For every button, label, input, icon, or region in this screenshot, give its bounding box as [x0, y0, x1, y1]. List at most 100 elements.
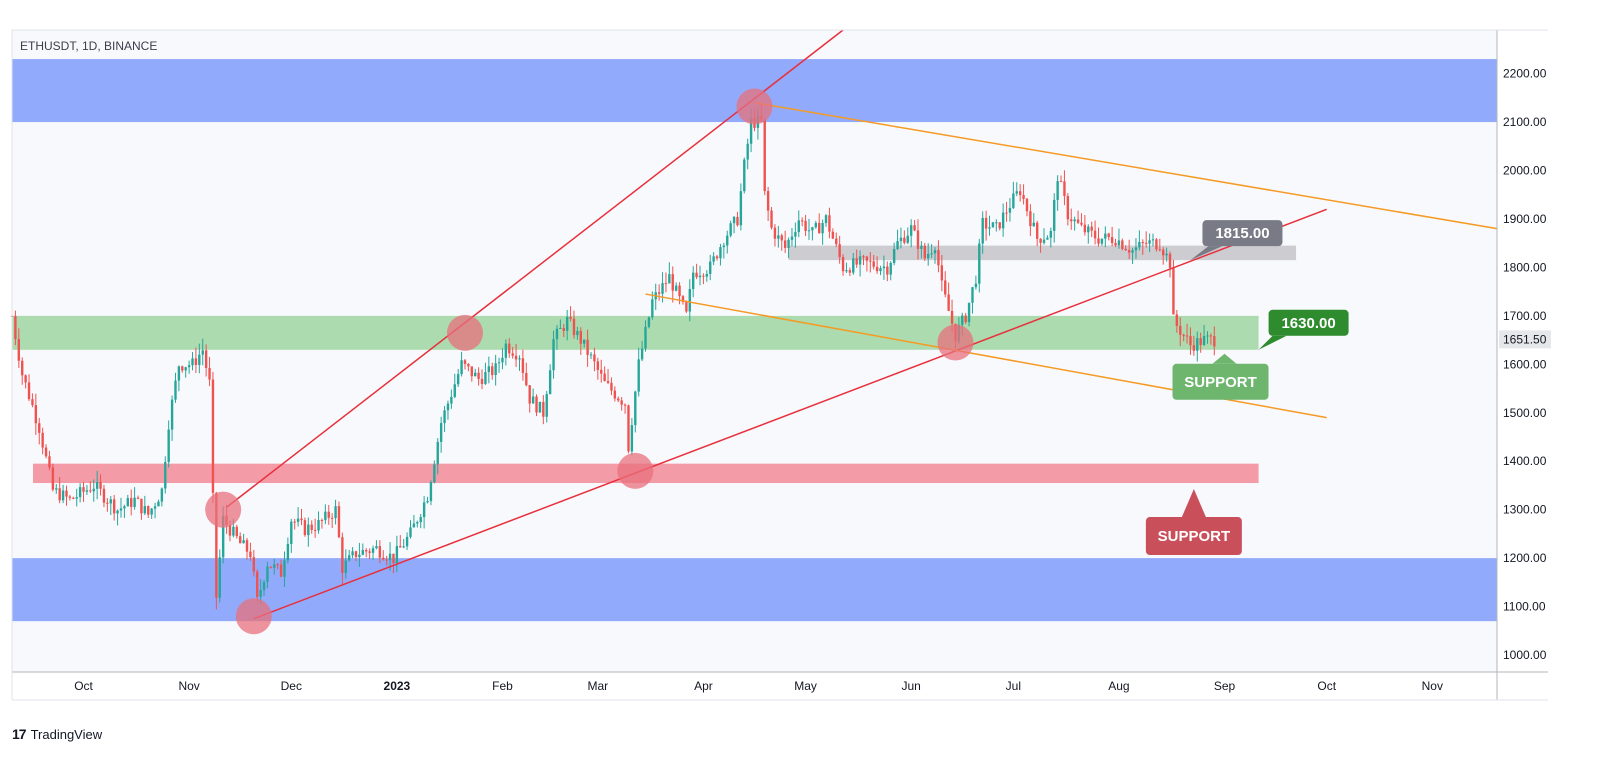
touch-point-marker	[205, 491, 242, 528]
candle-body	[1110, 237, 1114, 243]
candle-body	[1100, 238, 1104, 244]
candle-body	[307, 524, 310, 536]
candle-body	[518, 358, 521, 360]
candle-body	[777, 235, 780, 239]
candle-body	[1080, 222, 1083, 225]
candle-body	[944, 280, 947, 295]
touch-point-marker	[617, 452, 654, 489]
candle-body	[187, 365, 191, 368]
candle-body	[249, 551, 252, 558]
candle-body	[439, 423, 443, 442]
candle-body	[589, 354, 593, 356]
candle-body	[698, 275, 702, 278]
candle-body	[194, 358, 198, 365]
callout-label: 1815.00	[1215, 225, 1269, 242]
touch-point-marker	[736, 88, 773, 125]
footer: 17 TradingView	[12, 726, 102, 742]
candle-body	[1049, 230, 1053, 238]
candle-body	[903, 237, 906, 243]
candle-body	[198, 354, 201, 365]
candle-body	[123, 506, 126, 509]
candle-body	[562, 327, 565, 331]
candle-body	[337, 506, 341, 538]
x-tick-label: Mar	[587, 679, 608, 693]
candle-body	[1059, 181, 1063, 183]
candle-body	[177, 366, 181, 381]
candle-body	[729, 223, 732, 236]
candle-body	[627, 405, 630, 452]
tradingview-logo-icon[interactable]: 17	[12, 726, 27, 742]
candle-body	[184, 367, 187, 371]
y-tick-label: 1100.00	[1503, 600, 1546, 614]
touch-point-marker	[235, 598, 272, 635]
candle-body	[61, 490, 65, 501]
candle-body	[55, 488, 58, 490]
candle-body	[882, 266, 886, 269]
candle-body	[739, 191, 743, 226]
candle-body	[1124, 248, 1127, 251]
candle-body	[538, 401, 542, 413]
candle-body	[899, 237, 903, 242]
candle-body	[841, 257, 845, 272]
candle-body	[1005, 212, 1008, 214]
brand-name[interactable]: TradingView	[30, 726, 103, 742]
candle-body	[395, 546, 399, 563]
candle-body	[491, 366, 494, 376]
candle-body	[787, 239, 790, 248]
x-tick-label: May	[794, 679, 817, 693]
candle-body	[940, 265, 944, 281]
candle-body	[102, 488, 106, 503]
candle-body	[38, 423, 41, 433]
candle-body	[651, 299, 654, 318]
candle-body	[303, 520, 307, 536]
candle-body	[790, 236, 794, 240]
candle-body	[998, 222, 1001, 229]
candle-body	[399, 546, 402, 548]
candle-body	[1063, 181, 1066, 197]
candle-body	[1035, 222, 1039, 239]
candle-body	[436, 441, 439, 465]
y-tick-label: 1500.00	[1503, 406, 1547, 420]
candle-body	[487, 366, 491, 373]
candle-body	[456, 374, 460, 385]
candle-body	[218, 557, 221, 598]
candle-body	[330, 517, 334, 519]
candle-body	[858, 256, 862, 265]
candle-body	[1121, 240, 1124, 249]
candle-body	[797, 220, 800, 233]
candle-body	[1022, 195, 1025, 199]
candle-body	[354, 551, 358, 558]
candle-body	[889, 262, 892, 275]
candle-body	[85, 490, 89, 492]
candle-body	[743, 159, 746, 192]
candle-body	[995, 222, 998, 224]
candle-body	[1182, 334, 1185, 336]
candle-body	[623, 404, 627, 406]
candle-body	[242, 540, 245, 544]
x-tick-label: Aug	[1108, 679, 1129, 693]
candle-body	[1056, 181, 1059, 200]
y-tick-label: 1000.00	[1503, 648, 1547, 662]
candle-body	[310, 524, 313, 530]
candle-body	[603, 373, 606, 381]
candle-body	[691, 272, 695, 290]
candle-body	[552, 339, 555, 371]
candle-body	[1202, 336, 1206, 345]
candle-body	[1192, 345, 1196, 351]
candle-body	[974, 283, 978, 288]
candle-body	[865, 256, 869, 261]
candle-body	[705, 273, 709, 277]
candle-body	[72, 497, 75, 499]
candle-body	[467, 363, 470, 367]
candle-body	[800, 220, 804, 222]
candle-body	[1165, 253, 1168, 256]
candle-body	[75, 497, 78, 499]
candle-body	[950, 310, 954, 324]
candle-body	[388, 553, 392, 561]
candle-body	[405, 536, 409, 547]
candle-body	[964, 315, 967, 323]
candle-body	[409, 527, 412, 537]
callout-1630: 1630.00	[1258, 309, 1349, 350]
candle-body	[583, 339, 586, 344]
candle-body	[232, 526, 235, 536]
